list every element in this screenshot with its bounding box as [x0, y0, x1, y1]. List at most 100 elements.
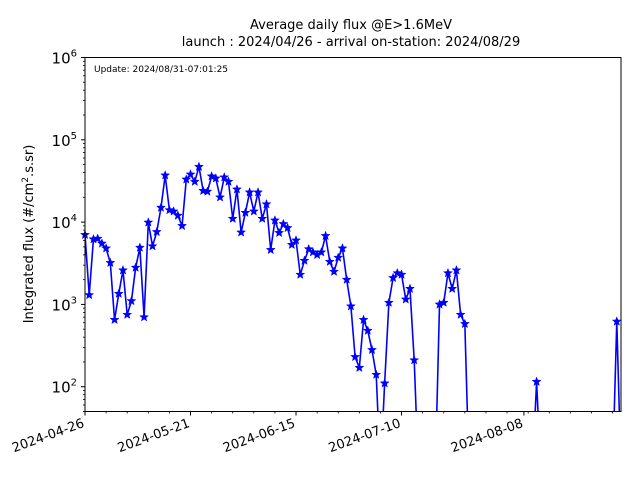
data-point: [324, 256, 335, 267]
data-point: [130, 262, 141, 272]
data-point: [185, 169, 196, 179]
chart-title: Average daily flux @E>1.6MeV: [250, 18, 452, 33]
data-point: [181, 174, 192, 184]
data-point: [92, 233, 103, 243]
y-tick-label: 105: [52, 131, 77, 150]
data-point: [290, 235, 302, 245]
data-point: [447, 283, 458, 294]
data-point: [278, 218, 289, 229]
data-point: [345, 300, 356, 311]
data-point: [160, 170, 171, 180]
y-axis: 102 103 104 105 106: [52, 49, 85, 412]
data-point: [358, 314, 369, 325]
y-tick-label: 103: [52, 295, 77, 314]
data-point: [354, 362, 365, 373]
data-point: [210, 173, 221, 183]
data-point: [531, 376, 542, 387]
plot-area: [79, 57, 622, 412]
data-point: [286, 239, 297, 250]
y-tick-label: 102: [52, 378, 77, 397]
data-point: [189, 176, 200, 186]
data-point: [227, 213, 238, 224]
data-point: [248, 206, 259, 216]
data-point: [383, 297, 394, 307]
data-point: [244, 187, 255, 197]
data-point: [350, 351, 361, 362]
y-axis-label-tail: .s.sr): [22, 145, 37, 177]
data-point: [265, 244, 276, 255]
data-point: [459, 318, 470, 329]
y-axis-label: Integrated flux (#/cm2.s.sr): [21, 145, 37, 324]
x-tick-label: 2024-08-08: [449, 416, 525, 456]
data-point: [320, 230, 331, 241]
data-point: [223, 176, 234, 186]
data-point: [451, 264, 462, 275]
data-point: [168, 206, 179, 216]
data-point: [333, 252, 344, 262]
data-point: [219, 172, 230, 182]
data-point: [155, 202, 167, 212]
data-point: [396, 269, 407, 279]
data-point: [328, 266, 340, 276]
data-point: [274, 227, 285, 238]
data-point: [236, 227, 247, 237]
data-point: [388, 272, 399, 283]
update-annotation: Update: 2024/08/31-07:01:25: [94, 65, 228, 75]
data-point: [261, 198, 272, 209]
data-point: [84, 289, 95, 300]
data-point: [400, 294, 411, 304]
data-point: [202, 186, 213, 196]
data-point: [299, 255, 310, 265]
y-tick-label: 106: [52, 49, 77, 68]
data-point: [193, 161, 205, 172]
data-point: [139, 311, 150, 322]
data-point: [379, 378, 390, 388]
data-point: [122, 309, 133, 319]
data-point: [316, 246, 327, 257]
data-point: [455, 309, 466, 319]
data-point: [206, 171, 217, 181]
data-point: [362, 325, 373, 335]
data-point: [252, 187, 264, 197]
x-tick-label: 2024-04-26: [10, 416, 86, 456]
data-point: [337, 243, 348, 253]
data-point: [366, 344, 378, 355]
data-point: [611, 316, 622, 326]
data-point: [409, 354, 420, 365]
data-point: [240, 207, 251, 218]
data-point: [257, 213, 268, 224]
plot-frame: [85, 57, 621, 412]
data-point: [215, 192, 226, 202]
data-point: [307, 246, 318, 257]
data-point: [177, 220, 188, 231]
data-point: [101, 243, 112, 253]
data-point: [96, 238, 107, 248]
data-point: [134, 242, 145, 252]
data-point: [147, 240, 158, 251]
x-tick-label: 2024-06-15: [221, 416, 297, 456]
data-point: [105, 257, 116, 268]
series-layer: [79, 161, 622, 412]
data-point: [117, 264, 129, 275]
data-point: [269, 215, 280, 225]
data-point: [172, 210, 183, 220]
data-point: [438, 297, 449, 307]
data-point: [341, 274, 352, 284]
data-point: [151, 226, 162, 237]
data-point: [371, 369, 382, 379]
x-axis: 2024-04-26 2024-05-21 2024-06-15 2024-07-10…: [10, 411, 613, 456]
y-tick-label: 104: [52, 213, 77, 232]
data-point: [282, 222, 293, 233]
data-point: [126, 295, 137, 306]
data-point: [113, 288, 124, 298]
y-axis-label-main: Integrated flux (#/cm: [22, 183, 37, 324]
data-point: [143, 217, 154, 227]
data-point: [442, 267, 454, 278]
data-point: [295, 269, 306, 279]
x-tick-label: 2024-07-10: [327, 416, 403, 456]
data-point: [231, 184, 242, 194]
x-tick-label: 2024-05-21: [116, 416, 192, 456]
data-point: [392, 267, 403, 278]
y-axis-label-sup: 2: [21, 177, 31, 183]
